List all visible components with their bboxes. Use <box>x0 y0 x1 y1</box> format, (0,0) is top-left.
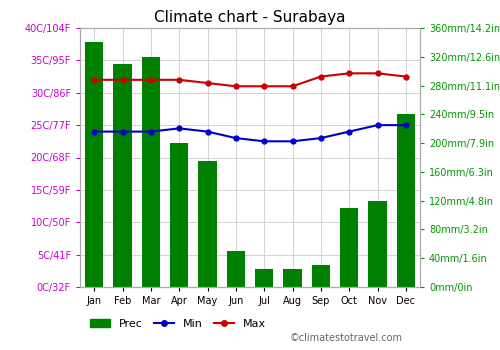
Bar <box>312 265 330 287</box>
Bar <box>85 42 103 287</box>
Bar <box>198 161 216 287</box>
Bar <box>114 64 132 287</box>
Bar <box>396 114 415 287</box>
Bar <box>226 251 245 287</box>
Bar <box>255 269 274 287</box>
Legend: Prec, Min, Max: Prec, Min, Max <box>86 314 270 333</box>
Title: Climate chart - Surabaya: Climate chart - Surabaya <box>154 10 346 26</box>
Text: ©climatestotravel.com: ©climatestotravel.com <box>290 333 403 343</box>
Bar <box>368 201 386 287</box>
Bar <box>170 143 188 287</box>
Bar <box>284 269 302 287</box>
Bar <box>340 208 358 287</box>
Bar <box>142 57 160 287</box>
